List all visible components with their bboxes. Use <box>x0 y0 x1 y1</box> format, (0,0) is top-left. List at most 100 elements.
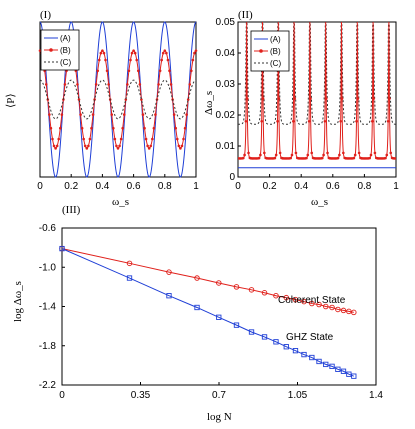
panel-1-series-1-marker <box>102 51 106 55</box>
panel-1-series-1-marker <box>169 83 173 86</box>
panel-2-series-1-marker <box>274 153 278 157</box>
panel-1-series-1-marker <box>107 83 110 86</box>
panel-1-series-1-marker <box>193 51 196 55</box>
panel-1-xtick-label: 0.4 <box>95 181 109 192</box>
panel-2-series-2-line <box>238 22 396 125</box>
panel-3-series-0-point <box>301 298 307 305</box>
panel-1-series-1-marker <box>60 113 64 116</box>
panel-2-series-1-marker <box>290 153 294 157</box>
panel-3-series-1-point <box>194 304 200 311</box>
panel-1-series-1-marker <box>146 144 149 148</box>
panel-3-series-1-point <box>166 293 172 299</box>
panel-2-series-1-marker <box>371 119 374 123</box>
panel-2-xtick-label: 0.4 <box>294 181 308 192</box>
panel-1-series-1-marker <box>127 69 131 73</box>
panel-1-series-1-marker <box>160 58 163 62</box>
panel-1-series-1-marker <box>48 113 51 116</box>
panel-1-series-1-marker <box>149 144 153 148</box>
panel-3-xlabel: log N <box>207 411 232 423</box>
panel-2-ytick-label: 0 <box>229 172 235 183</box>
panel-3-xtick-label: 0.7 <box>212 390 226 401</box>
panel-2-legend-label: (B) <box>270 47 281 56</box>
panel-2-series-1-marker <box>307 119 311 123</box>
panel-1-series-1-marker <box>185 113 188 116</box>
panel-3-series-1-point <box>351 373 357 379</box>
panel-2-series-1-marker <box>340 97 344 100</box>
panel-2-series-1-marker <box>336 156 340 160</box>
panel-1-series-1-marker <box>91 113 95 116</box>
panel-2-ytick-label: 0.05 <box>216 17 236 28</box>
panel-2-series-1-marker <box>320 156 324 160</box>
panel-2-series-1-marker <box>263 151 266 155</box>
panel-2-series-1-marker <box>322 153 325 157</box>
panel-2-series-1-marker <box>373 151 377 155</box>
panel-1-series-1-marker <box>113 137 117 141</box>
ghz-state-annotation: GHZ State <box>286 332 334 343</box>
panel-1-series-1-marker <box>186 98 190 101</box>
panel-2-ylabel: Δω_s <box>203 91 215 115</box>
panel-2-series-1-marker <box>386 119 390 123</box>
panel-1-series-1-marker <box>99 51 103 55</box>
panel-3-series-0-point <box>126 260 133 267</box>
panel-1-legend-label: (B) <box>60 46 71 55</box>
panel-1-series-1-marker <box>121 126 124 130</box>
panel-3-series-1-point <box>273 339 279 345</box>
panel-3-series-0-point <box>292 296 299 303</box>
panel-1-series-1-marker <box>152 126 156 130</box>
panel-3-series-0-point <box>194 275 200 281</box>
panel-3-series-1-line <box>61 248 354 377</box>
panel-1-series-1-marker <box>188 83 192 86</box>
panel-3-series-0-point <box>248 287 255 293</box>
panel-1-series-1-marker <box>79 113 82 116</box>
panel-2-series-1-marker <box>355 119 358 123</box>
panel-1-series-1-marker <box>44 83 48 86</box>
panel-3-series-1-point <box>316 358 322 365</box>
panel-1-series-1-marker <box>118 144 121 148</box>
panel-3-series-0-point <box>316 301 322 308</box>
panel-1-series-1-marker <box>80 126 84 130</box>
panel-1-series-1-marker <box>101 49 104 52</box>
panel-1-series-1-marker <box>143 126 146 130</box>
panel-2-series-1-marker <box>324 97 328 100</box>
panel-2-series-1-marker <box>305 156 308 160</box>
panel-1-series-1-marker <box>110 113 114 116</box>
panel-1-series-1-marker <box>63 83 67 86</box>
panel-1-series-1-marker <box>82 137 85 141</box>
panel-1-series-1-marker <box>87 144 90 148</box>
panel-2-ytick-label: 0.01 <box>216 141 236 152</box>
panel-1-xtick-label: 0.2 <box>64 181 78 192</box>
panel-3-series-0-point <box>261 290 268 296</box>
panel-3-series-1-point <box>340 368 347 374</box>
panel-1-series-1-marker <box>57 137 61 141</box>
panel-2-series-1-marker <box>356 97 360 100</box>
panel-1-series-1-marker <box>51 137 54 141</box>
panel-2-ytick-label: 0.03 <box>216 79 236 90</box>
panel-2-xtick-label: 0 <box>235 181 241 192</box>
panel-2-series-1-marker <box>293 97 296 100</box>
panel-3-series-0-point <box>166 269 172 275</box>
panel-3-xtick-label: 0 <box>59 390 65 401</box>
panel-2-series-1-marker <box>245 97 249 100</box>
panel-3-series-0-point <box>340 307 347 314</box>
panel-3-series-0-point <box>273 292 279 299</box>
panel-2-series-1-marker <box>352 156 356 160</box>
panel-2-series-1-marker <box>357 151 361 155</box>
panel-2-series-1-marker <box>394 157 396 160</box>
panel-1-series-1-marker <box>157 83 160 86</box>
panel-1-series-1-marker <box>115 144 118 148</box>
panel-3-series-1-point <box>261 334 268 340</box>
panel-2-frame <box>237 21 397 178</box>
panel-1-series-1-marker <box>55 144 59 148</box>
panel-1-series-1-marker <box>77 98 81 101</box>
panel-3-series-1-point <box>126 275 133 281</box>
panel-1-series-1-marker <box>83 144 87 148</box>
panel-3-series-0-point <box>329 304 335 311</box>
panel-3-series-0-line <box>61 248 354 313</box>
panel-2-series-1-marker <box>278 151 282 155</box>
panel-2-xtick-label: 1 <box>393 181 399 192</box>
panel-2-series-1-marker <box>372 97 375 100</box>
panel-3-series-0-point <box>346 308 352 315</box>
panel-1-series-1-marker <box>165 51 168 55</box>
panel-1-series-1-marker <box>122 113 126 116</box>
